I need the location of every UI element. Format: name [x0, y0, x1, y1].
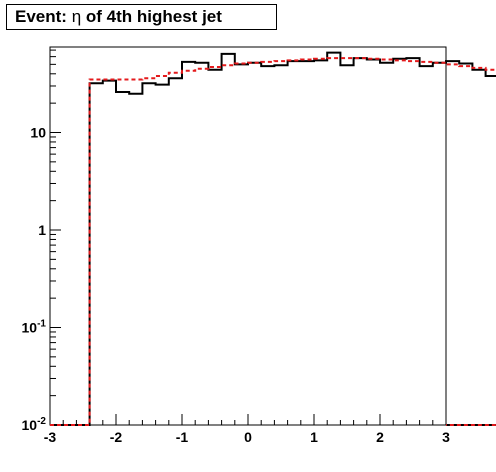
- y-tick-label: 10-2: [22, 416, 47, 433]
- y-tick-label: 10: [30, 125, 46, 141]
- chart-title: Event: η of 4th highest jet: [6, 4, 277, 30]
- y-tick-label: 10-1: [22, 319, 47, 336]
- x-tick-label: -1: [176, 429, 189, 445]
- title-rest: of 4th highest jet: [85, 7, 222, 26]
- y-tick-label: 1: [38, 222, 46, 238]
- plot-area: [50, 51, 496, 426]
- title-prefix: Event:: [15, 7, 67, 26]
- x-tick-label: -3: [44, 429, 57, 445]
- x-tick-label: 1: [310, 429, 318, 445]
- x-tick-label: -2: [110, 429, 123, 445]
- x-axis: -3 -2 -1 0 1 2 3: [44, 414, 450, 445]
- title-eta-symbol: η: [71, 7, 82, 26]
- y-axis: 10-2 10-1 1 10: [22, 49, 61, 433]
- histogram-dashed-series: [50, 57, 496, 426]
- x-tick-label: 0: [244, 429, 252, 445]
- plot-frame: [49, 46, 447, 426]
- x-tick-label: 3: [442, 429, 450, 445]
- histogram-solid-series: [50, 51, 496, 426]
- x-tick-label: 2: [376, 429, 384, 445]
